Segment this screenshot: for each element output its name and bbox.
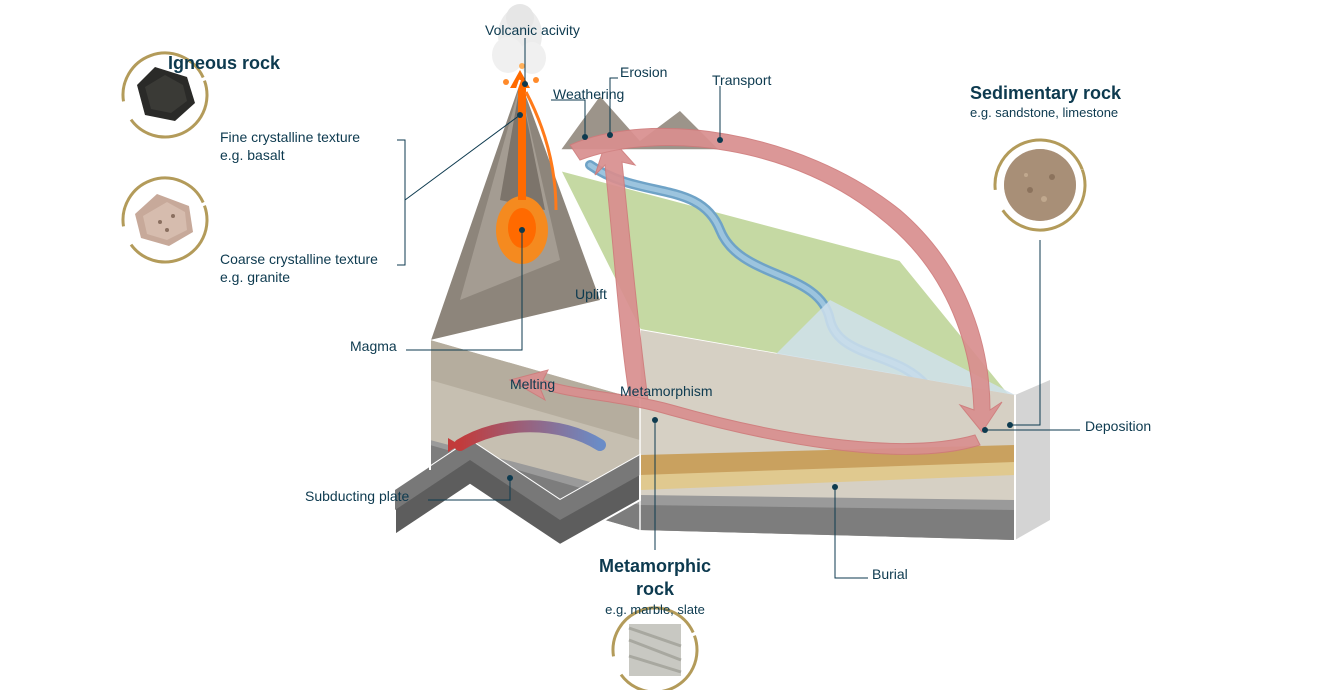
- label-magma: Magma: [350, 337, 397, 355]
- label-weathering: Weathering: [553, 85, 624, 103]
- igneous-title: Igneous rock: [168, 52, 280, 75]
- granite-desc: Coarse crystalline texture e.g. granite: [220, 250, 378, 286]
- label-transport: Transport: [712, 71, 771, 89]
- label-uplift: Uplift: [575, 285, 607, 303]
- sedimentary-title-block: Sedimentary rock e.g. sandstone, limesto…: [970, 82, 1121, 122]
- label-volcanic: Volcanic acivity: [485, 21, 580, 39]
- label-erosion: Erosion: [620, 63, 667, 81]
- label-metamorphism: Metamorphism: [620, 382, 713, 400]
- label-burial: Burial: [872, 565, 908, 583]
- metamorphic-title-block: Metamorphic rock e.g. marble, slate: [580, 555, 730, 619]
- label-subducting: Subducting plate: [305, 487, 409, 505]
- label-melting: Melting: [510, 375, 555, 393]
- basalt-desc: Fine crystalline texture e.g. basalt: [220, 128, 360, 164]
- label-deposition: Deposition: [1085, 417, 1151, 435]
